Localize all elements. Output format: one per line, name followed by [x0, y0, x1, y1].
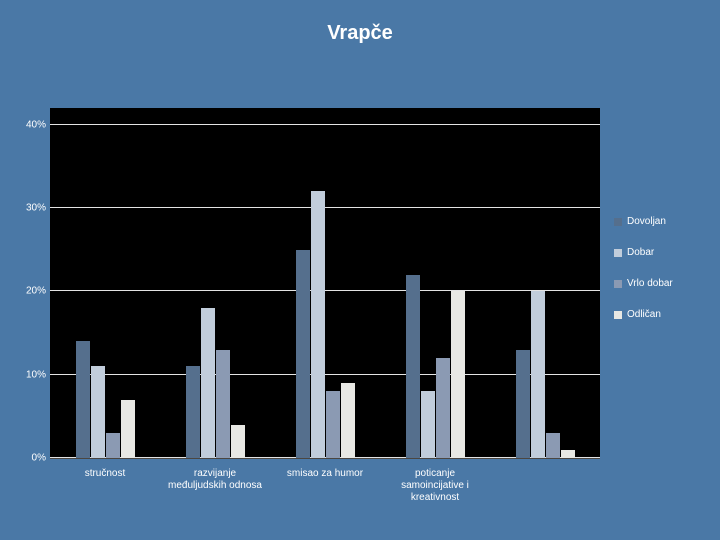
bar: [546, 433, 560, 458]
legend: Dovoljan Dobar Vrlo dobar Odličan: [614, 216, 673, 340]
bar-group: [270, 191, 380, 458]
x-axis-line: [50, 458, 600, 459]
bar: [406, 275, 420, 458]
legend-item: Odličan: [614, 309, 673, 320]
bar-groups: [50, 108, 600, 458]
legend-item: Vrlo dobar: [614, 278, 673, 289]
plot-area: 40%30%20%10%0%: [50, 108, 600, 458]
bar: [341, 383, 355, 458]
x-axis-label: razvijanje međuljudskih odnosa: [160, 468, 270, 504]
legend-label: Dobar: [627, 247, 654, 258]
legend-item: Dobar: [614, 247, 673, 258]
bar-group: [380, 275, 490, 458]
bar: [231, 425, 245, 458]
x-axis-label: stručnost: [50, 468, 160, 504]
bar: [326, 391, 340, 458]
bar: [91, 366, 105, 458]
x-axis-labels: stručnostrazvijanje međuljudskih odnosas…: [50, 468, 600, 504]
x-axis-label: smisao za humor: [270, 468, 380, 504]
legend-label: Odličan: [627, 309, 661, 320]
legend-swatch: [614, 280, 622, 288]
bar: [76, 341, 90, 458]
bar: [531, 291, 545, 458]
bar-group: [50, 341, 160, 458]
y-tick-label: 30%: [26, 203, 46, 214]
bar: [451, 291, 465, 458]
y-tick-label: 10%: [26, 369, 46, 380]
legend-item: Dovoljan: [614, 216, 673, 227]
y-tick-label: 20%: [26, 286, 46, 297]
bar: [106, 433, 120, 458]
chart-title: Vrapče: [0, 22, 720, 45]
bar: [186, 366, 200, 458]
legend-label: Dovoljan: [627, 216, 666, 227]
bar: [421, 391, 435, 458]
x-axis-label: poticanje samoincijative i kreativnost: [380, 468, 490, 504]
bar: [121, 400, 135, 458]
bar-group: [160, 308, 270, 458]
bar: [561, 450, 575, 458]
x-axis-label: [490, 468, 600, 504]
y-tick-label: 40%: [26, 119, 46, 130]
legend-swatch: [614, 218, 622, 226]
y-tick-label: 0%: [32, 453, 46, 464]
bar: [216, 350, 230, 458]
legend-swatch: [614, 249, 622, 257]
bar: [201, 308, 215, 458]
bar-group: [490, 291, 600, 458]
bar: [436, 358, 450, 458]
bar: [311, 191, 325, 458]
chart-container: Vrapče 40%30%20%10%0% stručnostrazvijanj…: [0, 0, 720, 540]
legend-label: Vrlo dobar: [627, 278, 673, 289]
bar: [296, 250, 310, 458]
bar: [516, 350, 530, 458]
legend-swatch: [614, 311, 622, 319]
